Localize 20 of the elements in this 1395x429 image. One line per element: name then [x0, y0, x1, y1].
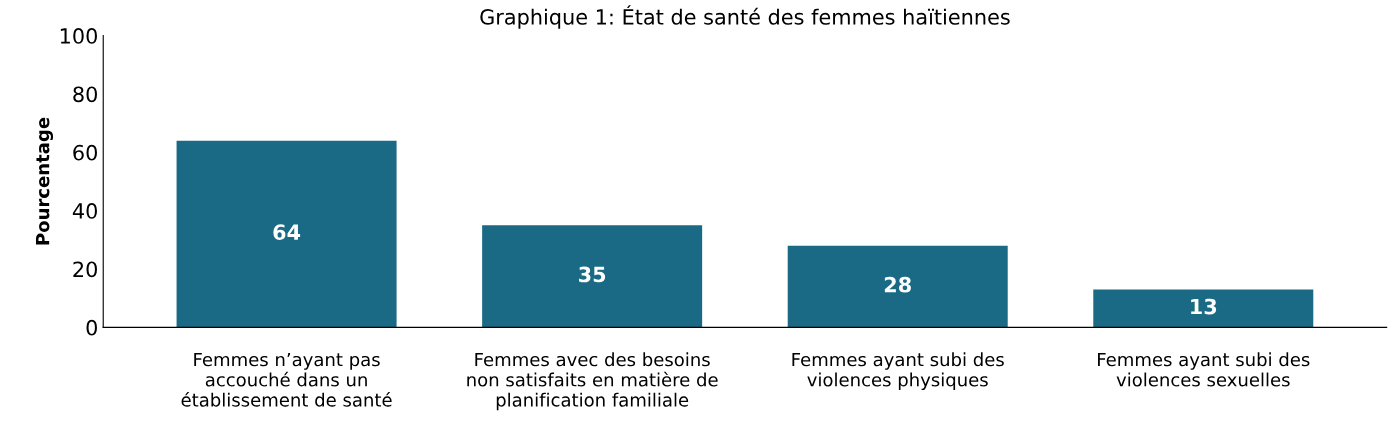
x-tick-label: Femmes avec des besoins non satisfaits en matière de planification familiale	[467, 352, 718, 411]
y-tick-label: 80	[73, 86, 97, 103]
bar	[482, 225, 703, 328]
data-label: 13	[1191, 298, 1217, 315]
bar	[787, 245, 1008, 328]
data-label: 35	[579, 266, 606, 283]
x-tick-label: Femmes ayant subi des violences physiques	[792, 352, 1004, 391]
y-tick-label: 0	[86, 319, 97, 336]
data-label: 64	[273, 224, 301, 241]
chart-title: Graphique 1: État de santé des femmes haïtiennes	[480, 5, 1010, 29]
y-tick-label: 60	[73, 144, 97, 161]
x-tick-label: Femmes n’ayant pas accouché dans un établissement de santé	[181, 352, 392, 407]
y-tick-label: 100	[60, 28, 97, 44]
y-tick-label: 20	[73, 261, 97, 278]
y-axis-title: Pourcentage	[35, 117, 54, 245]
bar	[1093, 289, 1314, 328]
x-tick-label: Femmes ayant subi des violences sexuelles	[1098, 352, 1310, 387]
data-label: 28	[884, 276, 911, 293]
bar	[176, 140, 397, 328]
y-tick-label: 40	[72, 203, 97, 219]
